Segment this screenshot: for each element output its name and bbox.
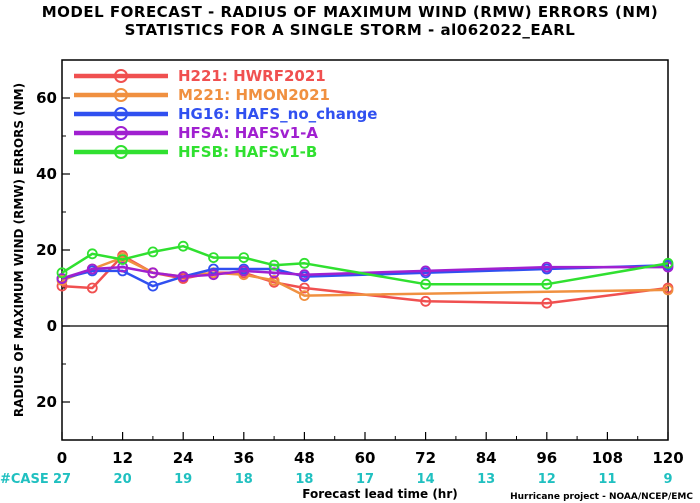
legend-marker	[114, 107, 128, 121]
legend-marker	[114, 145, 128, 159]
data-point	[541, 297, 553, 309]
y-tick-label: 0	[47, 317, 57, 335]
data-point	[56, 273, 68, 284]
series-group	[56, 261, 674, 284]
data-point	[177, 240, 189, 252]
legend-label: HG16: HAFS_no_change	[178, 105, 377, 123]
case-count: 12	[538, 472, 556, 487]
x-tick-label: 84	[476, 449, 497, 467]
x-tick-label: 60	[355, 449, 376, 467]
y-tick-label: 20	[36, 393, 57, 411]
data-point	[298, 290, 310, 302]
data-point	[238, 265, 250, 277]
x-tick-label: 72	[415, 449, 436, 467]
data-point	[56, 267, 68, 279]
y-axis-label: RADIUS OF MAXIMUM WIND (RMW) ERRORS (NM)	[12, 83, 26, 417]
data-point	[147, 267, 159, 279]
chart-subtitle: STATISTICS FOR A SINGLE STORM - al062022…	[125, 21, 576, 39]
case-count: 19	[174, 472, 192, 487]
x-tick-label: 48	[294, 449, 315, 467]
case-count: 11	[598, 472, 616, 487]
data-point	[86, 248, 98, 260]
x-tick-label: 12	[112, 449, 133, 467]
case-count: 13	[477, 472, 495, 487]
data-point	[420, 278, 432, 290]
legend-label: HFSB: HAFSv1-B	[178, 143, 317, 161]
legend-label: H221: HWRF2021	[178, 67, 326, 85]
data-point	[268, 259, 280, 271]
data-point	[56, 280, 68, 292]
x-tick-label: 96	[536, 449, 557, 467]
data-point	[268, 274, 280, 286]
x-tick-label: 24	[173, 449, 194, 467]
legend-marker	[114, 88, 128, 102]
data-point	[208, 269, 219, 281]
data-point	[420, 265, 432, 277]
data-point	[662, 257, 674, 269]
data-point	[298, 282, 310, 294]
axes: 20 0 20 40 60 0 27 12 20 24 19 36 18 48 18 60 17 72 14 84 13…	[36, 59, 684, 487]
data-point	[420, 295, 432, 307]
y-tick-label: 60	[36, 89, 57, 107]
data-point	[117, 261, 128, 273]
data-point	[86, 263, 98, 275]
legend-label: HFSA: HAFSv1-A	[178, 124, 318, 142]
x-tick-label: 36	[233, 449, 254, 467]
data-point	[208, 252, 219, 264]
data-point	[662, 284, 674, 296]
y-tick-label: 40	[36, 165, 57, 183]
x-axis-label: Forecast lead time (hr)	[302, 487, 458, 501]
x-tick-label: 0	[57, 449, 67, 467]
x-tick-label: 108	[592, 449, 623, 467]
series-layer	[56, 240, 674, 309]
data-point	[177, 271, 189, 283]
data-point	[541, 278, 553, 290]
data-point	[268, 267, 280, 279]
case-count: 9	[663, 472, 672, 487]
data-point	[117, 254, 128, 265]
case-count: 14	[417, 472, 435, 487]
data-point	[662, 261, 674, 273]
case-count: 18	[235, 472, 253, 487]
data-point	[298, 269, 310, 281]
case-count: 20	[114, 472, 132, 487]
data-point	[238, 252, 250, 264]
data-point	[541, 261, 553, 273]
legend-marker	[114, 126, 128, 140]
data-point	[86, 282, 98, 294]
legend-label: M221: HMON2021	[178, 86, 330, 104]
x-tick-label: 120	[652, 449, 683, 467]
credit-text: Hurricane project - NOAA/NCEP/EMC	[510, 492, 693, 502]
data-point	[147, 246, 159, 258]
case-count: 17	[356, 472, 374, 487]
case-label: #CASE	[0, 472, 49, 487]
series-group	[56, 240, 674, 290]
legend-marker	[114, 69, 128, 83]
data-point	[298, 257, 310, 269]
data-point	[147, 280, 159, 292]
y-tick-label: 20	[36, 241, 57, 259]
chart-title: MODEL FORECAST - RADIUS OF MAXIMUM WIND …	[42, 3, 659, 21]
case-count: 18	[295, 472, 313, 487]
case-count: 27	[53, 472, 71, 487]
series-line	[61, 244, 669, 286]
